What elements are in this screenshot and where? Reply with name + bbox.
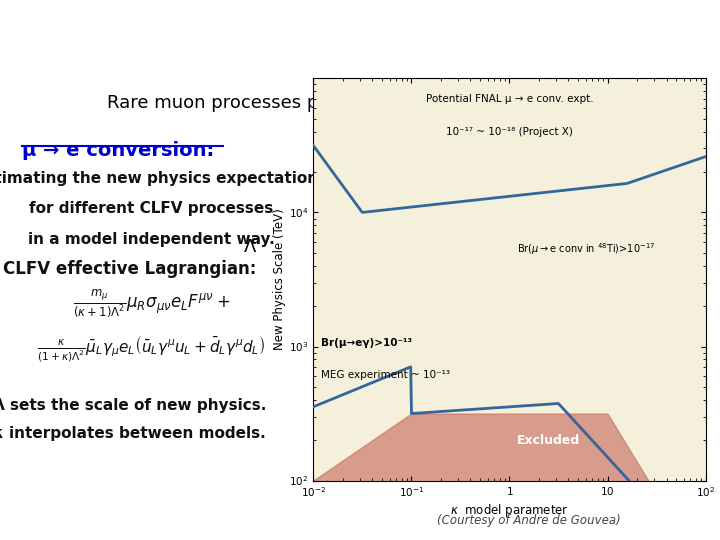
Text: Br($\mu$$\rightarrow$e conv in $^{48}$Ti)>$10^{-17}$: Br($\mu$$\rightarrow$e conv in $^{48}$Ti… bbox=[517, 241, 655, 257]
Text: $\frac{\kappa}{(1+\kappa)\Lambda^2}\bar{\mu}_L\gamma_\mu e_L\left(\bar{u}_L\gamm: $\frac{\kappa}{(1+\kappa)\Lambda^2}\bar{… bbox=[37, 334, 265, 363]
Text: Λ sets the scale of new physics.: Λ sets the scale of new physics. bbox=[0, 397, 266, 413]
Text: $\frac{m_{\mu}}{(\kappa+1)\Lambda^2}\mu_R\sigma_{\mu\nu}e_L F^{\mu\nu} +$: $\frac{m_{\mu}}{(\kappa+1)\Lambda^2}\mu_… bbox=[73, 288, 230, 320]
Text: Potential FNAL μ → e conv. expt.: Potential FNAL μ → e conv. expt. bbox=[426, 94, 593, 104]
Text: Excluded: Excluded bbox=[517, 434, 580, 447]
Text: Estimating the new physics expectations: Estimating the new physics expectations bbox=[0, 171, 328, 186]
Y-axis label: New Physics Scale (TeV): New Physics Scale (TeV) bbox=[273, 208, 286, 350]
Text: CLFV effective Lagrangian:: CLFV effective Lagrangian: bbox=[3, 260, 256, 278]
Text: MEG experiment ~ 10⁻¹³: MEG experiment ~ 10⁻¹³ bbox=[321, 370, 450, 380]
Text: Rare muon processes provide the deepest CLFV probes.: Rare muon processes provide the deepest … bbox=[107, 94, 613, 112]
Text: for different CLFV processes: for different CLFV processes bbox=[29, 201, 274, 217]
Text: 10⁻¹⁷ ~ 10⁻¹⁸ (Project X): 10⁻¹⁷ ~ 10⁻¹⁸ (Project X) bbox=[446, 126, 573, 137]
Text: κ interpolates between models.: κ interpolates between models. bbox=[0, 426, 266, 441]
Text: Muon-to-Electron Conversion: Muon-to-Electron Conversion bbox=[42, 17, 678, 56]
Text: $\Lambda$: $\Lambda$ bbox=[243, 238, 258, 256]
X-axis label: $\kappa$  model parameter: $\kappa$ model parameter bbox=[450, 502, 569, 519]
Text: μ → e conversion:: μ → e conversion: bbox=[22, 140, 214, 160]
Text: Br(μ→eγ)>10⁻¹³: Br(μ→eγ)>10⁻¹³ bbox=[321, 338, 412, 348]
Text: (Courtesy of Andre de Gouvea): (Courtesy of Andre de Gouvea) bbox=[437, 514, 621, 527]
Text: in a model independent way.: in a model independent way. bbox=[28, 232, 274, 247]
